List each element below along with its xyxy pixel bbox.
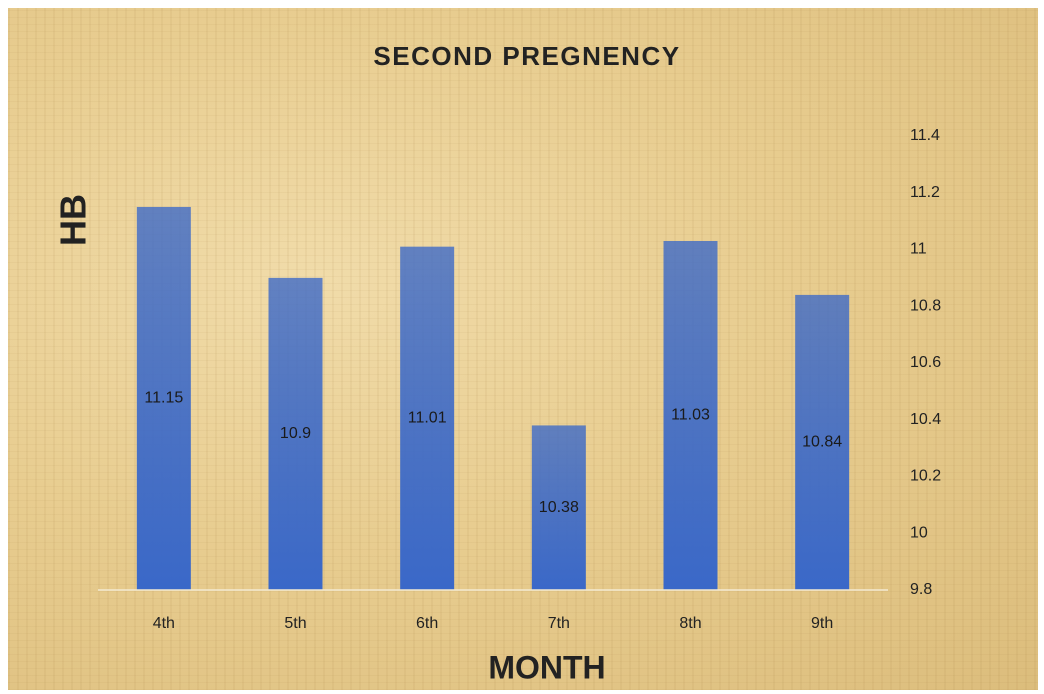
y-tick-label: 10.2 [910, 468, 941, 485]
bar [400, 246, 455, 590]
x-tick-label: 7th [548, 615, 570, 632]
y-tick-label: 10 [910, 524, 928, 541]
y-tick-label: 10.4 [910, 411, 941, 428]
bar [136, 206, 191, 590]
bar [663, 240, 718, 591]
data-label: 10.9 [280, 425, 311, 442]
y-tick-label: 11.4 [910, 127, 940, 144]
data-label: 11.01 [408, 410, 447, 427]
bar [268, 277, 323, 590]
y-tick-label: 11 [910, 241, 927, 258]
x-tick-label: 4th [153, 615, 175, 632]
y-tick-label: 10.8 [910, 297, 941, 314]
data-label: 11.03 [671, 407, 710, 424]
x-tick-label: 5th [284, 615, 306, 632]
chart-title: SECOND PREGNENCY [373, 41, 680, 71]
x-tick-label: 6th [416, 615, 438, 632]
x-tick-label: 9th [811, 615, 833, 632]
x-axis-label: MONTH [488, 649, 605, 685]
bar [795, 294, 850, 590]
y-axis-label: HB [53, 194, 94, 246]
x-tick-label: 8th [679, 615, 701, 632]
data-label: 10.84 [802, 434, 842, 451]
bar [531, 425, 586, 590]
data-label: 11.15 [144, 390, 183, 407]
y-tick-label: 9.8 [910, 581, 932, 598]
y-tick-label: 11.2 [910, 184, 940, 201]
y-tick-label: 10.6 [910, 354, 941, 371]
data-label: 10.38 [539, 499, 579, 516]
